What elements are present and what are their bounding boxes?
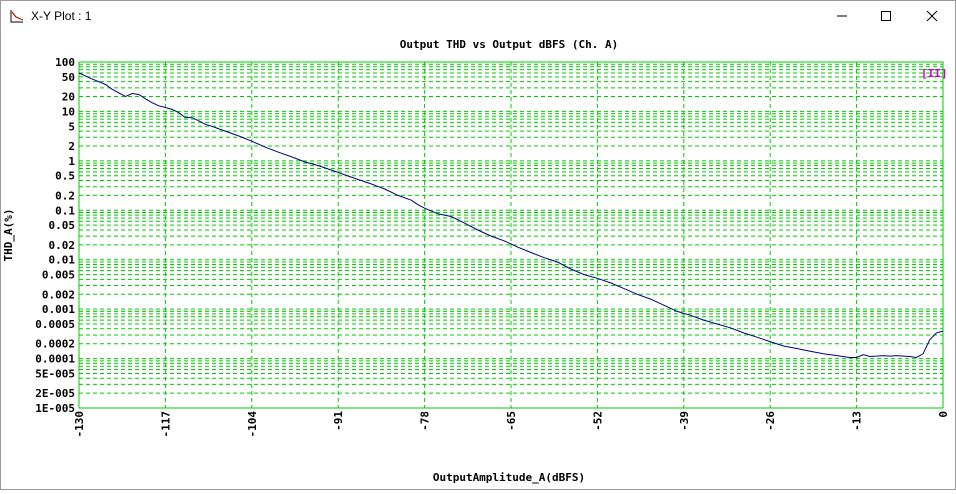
maximize-icon: [881, 11, 891, 21]
y-tick-label: 5E-005: [35, 367, 75, 380]
thd-chart: Output THD vs Output dBFS (Ch. A) 100502…: [2, 38, 950, 484]
x-tick-labels: -130 -117 -104 -91 -78 -65 -52 -39 -26 -13 0: [73, 411, 950, 438]
title-bar[interactable]: X-Y Plot : 1: [1, 1, 955, 31]
y-tick-label: 1E-005: [35, 402, 75, 415]
y-tick-label: 1: [68, 155, 75, 168]
x-tick-label: -130: [73, 411, 86, 438]
y-tick-label: 2: [68, 140, 75, 153]
y-tick-label: 0.002: [42, 288, 75, 301]
y-tick-label: 0.01: [49, 254, 76, 267]
y-tick-label: 20: [62, 91, 75, 104]
y-tick-label: 0.001: [42, 303, 75, 316]
y-tick-label: 0.005: [42, 269, 75, 282]
maximize-button[interactable]: [863, 1, 909, 31]
x-tick-label: -104: [246, 411, 259, 438]
chart-title: Output THD vs Output dBFS (Ch. A): [400, 38, 619, 51]
plot-frame: [78, 61, 944, 409]
minimize-icon: [837, 15, 847, 17]
window-title: X-Y Plot : 1: [31, 9, 92, 23]
legend-badge: [II]: [921, 67, 948, 80]
close-icon: [926, 10, 938, 22]
y-tick-label: 0.0002: [35, 338, 75, 351]
close-button[interactable]: [909, 1, 955, 31]
series-line: [78, 72, 944, 359]
series-group: [78, 72, 944, 359]
minimize-button[interactable]: [819, 1, 865, 31]
y-tick-label: 0.0005: [35, 318, 75, 331]
y-tick-label: 100: [55, 56, 75, 69]
chart-area: Output THD vs Output dBFS (Ch. A) 100 50 2…: [1, 31, 955, 489]
xy-plot-icon: [9, 8, 25, 24]
y-tick-label: 0.2: [55, 189, 75, 202]
x-tick-label: 0: [937, 411, 950, 418]
y-tick-label: 50: [62, 71, 75, 84]
y-tick-label: 0.05: [49, 219, 76, 232]
x-tick-label: -52: [591, 411, 604, 431]
y-tick-label: 0.0001: [35, 353, 75, 366]
grid: [78, 61, 944, 409]
y-tick-label: 0.02: [49, 239, 76, 252]
x-tick-label: -13: [851, 411, 864, 431]
x-tick-label: -78: [419, 411, 432, 431]
x-tick-label: -26: [764, 411, 777, 431]
y-tick-label: 10: [62, 105, 75, 118]
y-tick-label: 2E-005: [35, 387, 75, 400]
x-tick-label: -117: [159, 411, 172, 438]
y-tick-label: 0.1: [55, 204, 75, 217]
x-axis-label: OutputAmplitude_A(dBFS): [433, 471, 585, 484]
x-tick-label: -91: [332, 411, 345, 431]
y-tick-label: 0.5: [55, 170, 75, 183]
y-tick-label: 5: [68, 120, 75, 133]
x-tick-label: -39: [678, 411, 691, 431]
y-axis-label: THD_A(%): [2, 209, 15, 262]
x-tick-label: -65: [505, 411, 518, 431]
